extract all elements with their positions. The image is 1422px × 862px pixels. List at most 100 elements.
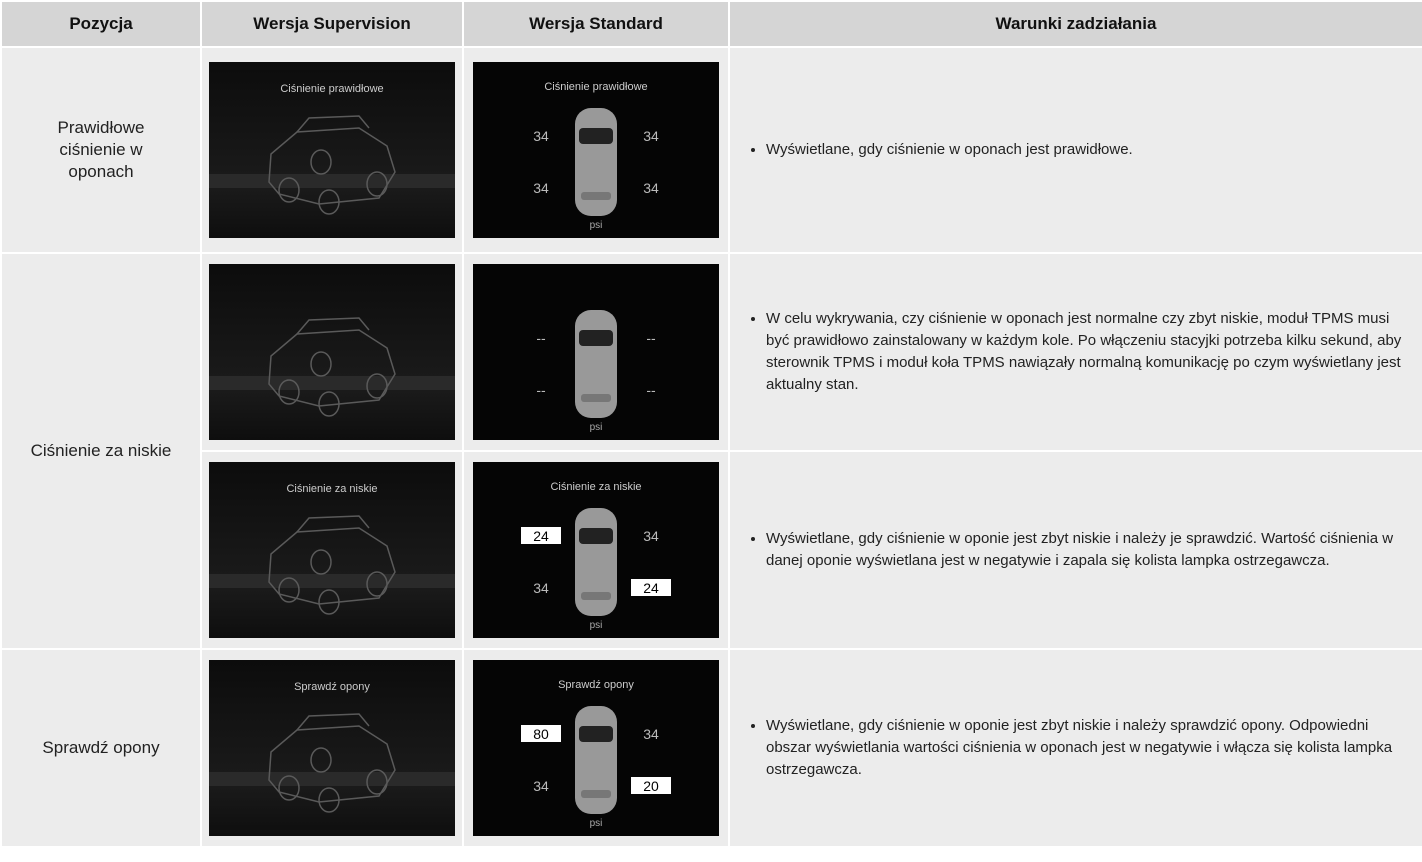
wheel (310, 351, 332, 377)
wheel (318, 589, 340, 615)
tire-pressure: -- (646, 382, 656, 398)
screen-title: Sprawdź opony (558, 679, 634, 691)
wheel (318, 391, 340, 417)
tire-pressure: 34 (533, 580, 549, 596)
screen-bg (209, 660, 455, 836)
conditions-cell: Wyświetlane, gdy ciśnienie w oponie jest… (728, 450, 1422, 650)
car-windshield (579, 528, 613, 544)
tire-pressure: 34 (643, 726, 659, 742)
supervision-cell: Ciśnienie za niskie (200, 450, 464, 650)
tire-negative-bg (521, 527, 561, 544)
tire-pressure: 34 (533, 180, 549, 196)
supervision-cell (200, 252, 464, 452)
position-cell: Prawidłowe ciśnienie w oponach (0, 46, 202, 254)
position-text: Sprawdź opony (42, 738, 160, 757)
standard-cell: -- -- -- -- psi (462, 252, 730, 452)
car-windshield (579, 128, 613, 144)
screen-panel: Ciśnienie za niskie (209, 462, 455, 638)
column-header: Wersja Standard (462, 0, 730, 48)
tire-negative-bg (521, 725, 561, 742)
unit-label: psi (590, 422, 603, 433)
floor-glow (209, 174, 455, 188)
standard-cell: Sprawdź opony 80 34 34 20 psi (462, 648, 730, 848)
screen-panel (209, 264, 455, 440)
car-outline (268, 329, 396, 407)
screen-bg (209, 462, 455, 638)
car-windshield (579, 330, 613, 346)
header-row: Pozycja Wersja Supervision Wersja Standard… (0, 0, 1422, 48)
standard-cell: Ciśnienie prawidłowe 34 34 34 34 psi (462, 46, 730, 254)
condition-text: W celu wykrywania, czy ciśnienie w opona… (766, 308, 1402, 396)
wheel (278, 177, 300, 203)
conditions-cell: W celu wykrywania, czy ciśnienie w opona… (728, 252, 1422, 452)
car-rear-window (581, 790, 611, 798)
position-text: Prawidłowe ciśnienie w oponach (57, 118, 145, 181)
screen-panel: -- -- -- -- psi (473, 264, 719, 440)
tire-pressure: 24 (533, 528, 549, 544)
tire-pressure: 34 (533, 128, 549, 144)
screen-title: Ciśnienie prawidłowe (280, 83, 383, 95)
car-roof (296, 115, 370, 133)
tire-pressure: 34 (533, 778, 549, 794)
tire-pressure: -- (646, 330, 656, 346)
screen-title: Ciśnienie za niskie (286, 483, 377, 495)
tire-pressure: 24 (643, 580, 659, 596)
car-roof (296, 713, 370, 731)
car-outline (268, 127, 396, 205)
table-row: Ciśnienie za niskie Ciśnienie za niskie 24… (1, 450, 1422, 650)
wheel (278, 775, 300, 801)
unit-label: psi (590, 220, 603, 231)
conditions-cell: Wyświetlane, gdy ciśnienie w oponie jest… (728, 648, 1422, 848)
wheel (366, 571, 388, 597)
wheel (278, 577, 300, 603)
position-cell: Sprawdź opony (0, 648, 202, 848)
table-row: Ciśnienie za niskie -- -- -- -- psi W celu wyk… (0, 252, 1422, 650)
floor-glow (209, 376, 455, 390)
car-outline (268, 527, 396, 605)
table-row: Sprawdź opony Sprawdź opony Sprawdź opony 8… (0, 648, 1422, 848)
floor-glow (209, 574, 455, 588)
unit-label: psi (590, 818, 603, 829)
tire-negative-bg (631, 579, 671, 596)
conditions-list: Wyświetlane, gdy ciśnienie w oponie jest… (730, 528, 1422, 572)
column-header: Wersja Supervision (200, 0, 464, 48)
conditions-list: Wyświetlane, gdy ciśnienie w oponie jest… (730, 715, 1422, 781)
wheel (366, 373, 388, 399)
screen-panel: Sprawdź opony 80 34 34 20 psi (473, 660, 719, 836)
car-outline (268, 725, 396, 803)
car-rear-window (581, 394, 611, 402)
condition-text: Wyświetlane, gdy ciśnienie w oponie jest… (766, 715, 1402, 781)
condition-text: Wyświetlane, gdy ciśnienie w oponie jest… (766, 528, 1402, 572)
screen-bg (209, 62, 455, 238)
table-body: Prawidłowe ciśnienie w oponach Ciśnienie … (0, 46, 1422, 848)
screen-title: Ciśnienie prawidłowe (544, 81, 647, 93)
position-cell: Ciśnienie za niskie (0, 252, 202, 650)
tire-pressure: -- (536, 330, 546, 346)
wheel (310, 149, 332, 175)
floor-glow (209, 772, 455, 786)
wheel (278, 379, 300, 405)
condition-text: Wyświetlane, gdy ciśnienie w oponach jes… (766, 139, 1402, 161)
tire-pressure: 80 (533, 726, 549, 742)
tire-pressure: 34 (643, 180, 659, 196)
screen-panel: Ciśnienie prawidłowe 34 34 34 34 psi (473, 62, 719, 238)
conditions-cell: Wyświetlane, gdy ciśnienie w oponach jes… (728, 46, 1422, 254)
conditions-list: Wyświetlane, gdy ciśnienie w oponach jes… (730, 139, 1422, 161)
wheel (310, 549, 332, 575)
screen-panel: Ciśnienie prawidłowe (209, 62, 455, 238)
car-rear-window (581, 192, 611, 200)
screen-panel: Sprawdź opony (209, 660, 455, 836)
wheel (310, 747, 332, 773)
car-rear-window (581, 592, 611, 600)
position-text: Ciśnienie za niskie (30, 441, 172, 460)
supervision-cell: Sprawdź opony (200, 648, 464, 848)
wheel (366, 769, 388, 795)
car-roof (296, 317, 370, 335)
screen-title: Sprawdź opony (294, 681, 370, 693)
conditions-list: W celu wykrywania, czy ciśnienie w opona… (730, 308, 1422, 396)
tire-pressure: 20 (643, 778, 659, 794)
wheel (318, 189, 340, 215)
